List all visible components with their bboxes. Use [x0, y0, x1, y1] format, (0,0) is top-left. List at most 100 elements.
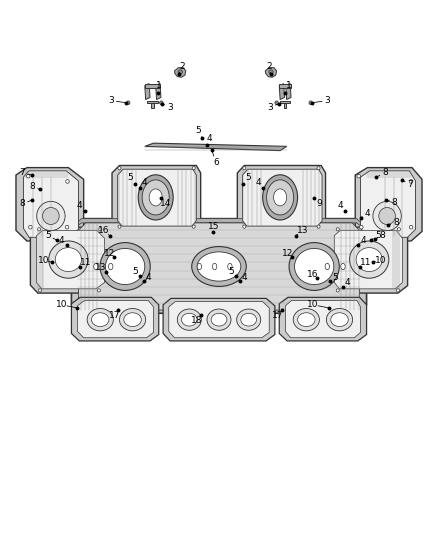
Polygon shape: [265, 68, 277, 77]
Polygon shape: [78, 223, 360, 310]
Ellipse shape: [207, 309, 231, 330]
Ellipse shape: [178, 70, 182, 74]
Text: 3: 3: [325, 96, 330, 105]
Ellipse shape: [65, 225, 69, 229]
Text: 4: 4: [59, 237, 65, 246]
Ellipse shape: [373, 201, 401, 231]
Text: 10: 10: [307, 300, 318, 309]
Ellipse shape: [228, 263, 232, 270]
Polygon shape: [328, 227, 408, 293]
Text: 16: 16: [98, 226, 109, 235]
Polygon shape: [145, 84, 160, 88]
Text: 11: 11: [360, 258, 371, 266]
Polygon shape: [155, 84, 161, 100]
Ellipse shape: [159, 101, 163, 104]
Polygon shape: [112, 165, 201, 229]
Polygon shape: [237, 165, 325, 229]
Text: 5: 5: [45, 231, 51, 240]
Polygon shape: [151, 103, 153, 108]
Text: 4: 4: [145, 273, 151, 281]
Text: 4: 4: [360, 237, 366, 246]
Polygon shape: [36, 230, 105, 289]
Text: 5: 5: [375, 231, 381, 240]
Text: 5: 5: [132, 268, 138, 276]
Text: 10: 10: [38, 256, 49, 264]
Ellipse shape: [106, 248, 145, 285]
Ellipse shape: [275, 101, 279, 104]
Ellipse shape: [197, 252, 241, 281]
Polygon shape: [23, 171, 78, 237]
Text: 1: 1: [156, 81, 162, 90]
Text: 7: 7: [20, 168, 25, 177]
Text: 6: 6: [213, 158, 219, 167]
Ellipse shape: [379, 207, 396, 224]
Ellipse shape: [325, 263, 329, 270]
Text: 8: 8: [393, 219, 399, 228]
Polygon shape: [279, 84, 290, 88]
Ellipse shape: [357, 174, 360, 178]
Text: 5: 5: [245, 173, 251, 182]
Text: 1: 1: [286, 81, 292, 90]
Polygon shape: [169, 302, 269, 338]
Ellipse shape: [149, 189, 162, 206]
Polygon shape: [118, 169, 196, 226]
Ellipse shape: [263, 175, 297, 220]
Text: 17: 17: [109, 311, 120, 320]
Ellipse shape: [192, 166, 195, 169]
Polygon shape: [30, 227, 110, 293]
Polygon shape: [355, 167, 422, 241]
Polygon shape: [148, 101, 158, 103]
Ellipse shape: [211, 313, 227, 326]
Text: 4: 4: [77, 201, 82, 210]
Ellipse shape: [197, 263, 201, 270]
Text: 3: 3: [167, 102, 173, 111]
Text: 4: 4: [142, 178, 148, 187]
Text: 8: 8: [30, 182, 35, 191]
Text: 8: 8: [380, 231, 385, 240]
Text: 12: 12: [104, 249, 116, 258]
Ellipse shape: [66, 180, 69, 183]
Text: 14: 14: [160, 199, 171, 208]
Ellipse shape: [397, 228, 400, 231]
Text: 5: 5: [332, 273, 338, 281]
Ellipse shape: [118, 225, 121, 228]
Ellipse shape: [177, 309, 201, 330]
Text: 8: 8: [20, 199, 25, 208]
Ellipse shape: [26, 174, 30, 178]
Ellipse shape: [55, 248, 81, 271]
Polygon shape: [360, 171, 416, 237]
Ellipse shape: [350, 241, 389, 278]
Ellipse shape: [42, 207, 59, 224]
Text: 10: 10: [56, 300, 67, 309]
Text: 4: 4: [365, 209, 370, 218]
Polygon shape: [334, 230, 403, 289]
Text: 2: 2: [266, 62, 272, 70]
Ellipse shape: [97, 289, 100, 292]
Ellipse shape: [127, 101, 130, 104]
Text: 12: 12: [283, 249, 293, 258]
Ellipse shape: [274, 189, 287, 206]
Ellipse shape: [142, 180, 169, 215]
Text: 15: 15: [208, 222, 219, 231]
Ellipse shape: [317, 225, 320, 228]
Text: 8: 8: [382, 168, 388, 177]
Ellipse shape: [243, 225, 246, 228]
Ellipse shape: [293, 309, 319, 331]
Ellipse shape: [269, 70, 273, 74]
Ellipse shape: [317, 166, 320, 169]
Text: 8: 8: [392, 198, 397, 207]
Ellipse shape: [241, 313, 257, 326]
Text: 4: 4: [207, 134, 212, 143]
Text: 9: 9: [317, 199, 322, 208]
Polygon shape: [286, 84, 291, 100]
Ellipse shape: [410, 225, 413, 229]
Polygon shape: [174, 68, 186, 77]
Ellipse shape: [356, 248, 382, 271]
Ellipse shape: [192, 225, 195, 228]
Ellipse shape: [120, 309, 146, 331]
Polygon shape: [286, 301, 360, 338]
Ellipse shape: [331, 313, 348, 327]
Text: 7: 7: [407, 180, 413, 189]
Polygon shape: [16, 167, 84, 241]
Polygon shape: [78, 301, 153, 338]
